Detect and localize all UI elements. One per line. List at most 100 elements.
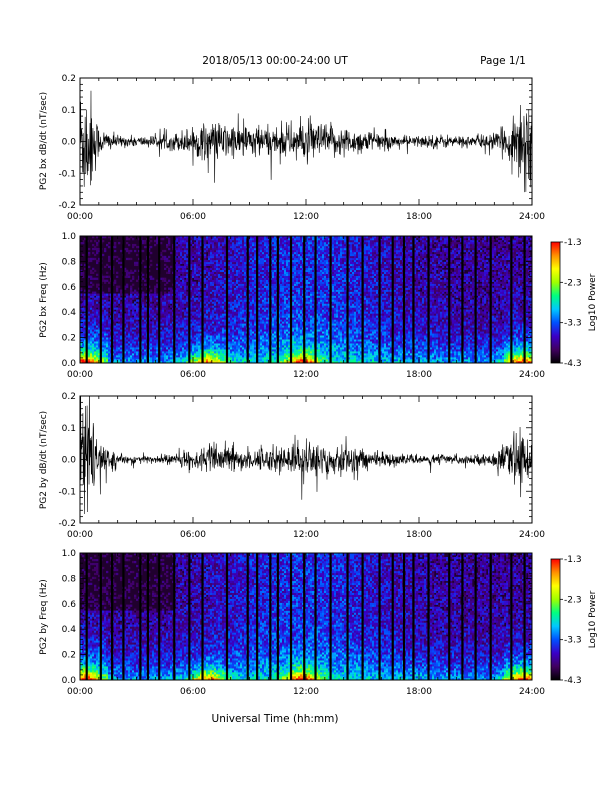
spectrogram-cell: [184, 237, 187, 241]
spectrogram-cell: [162, 317, 165, 320]
spectrogram-cell: [80, 359, 83, 362]
spectrogram-cell: [172, 355, 175, 358]
spectrogram-cell: [200, 279, 203, 282]
spectrogram-cell: [94, 331, 97, 334]
spectrogram-cell: [232, 309, 235, 312]
spectrogram-cell: [228, 323, 231, 326]
spectrogram-cell: [192, 335, 195, 338]
spectrogram-cell: [134, 343, 137, 346]
spectrogram-cell: [106, 349, 109, 352]
spectrogram-cell: [236, 267, 239, 271]
spectrogram-cell: [204, 323, 207, 326]
spectrogram-cell: [244, 335, 247, 338]
spectrogram-cell: [198, 349, 201, 352]
spectrogram-cell: [134, 297, 137, 300]
spectrogram-cell: [84, 325, 87, 328]
spectrogram-cell: [222, 283, 225, 286]
spectrogram-cell: [194, 245, 197, 249]
spectrogram-cell: [104, 341, 107, 344]
spectrogram-cell: [222, 267, 225, 271]
spectrogram-cell: [212, 259, 215, 263]
spectrogram-cell: [168, 241, 171, 245]
spectrogram-cell: [238, 267, 241, 271]
spectrogram-cell: [178, 295, 181, 298]
spectrogram-cell: [120, 249, 123, 253]
spectrogram-cell: [230, 355, 233, 358]
spectrogram-cell: [180, 251, 183, 255]
spectrogram-cell: [218, 347, 221, 350]
spectrogram-cell: [234, 263, 237, 267]
spectrogram-cell: [118, 349, 121, 352]
spectrogram-cell: [220, 307, 223, 310]
spectrogram-cell: [204, 261, 207, 265]
spectrogram-cell: [168, 331, 171, 334]
spectrogram-cell: [236, 243, 239, 247]
spectrogram-cell: [240, 303, 243, 306]
spectrogram-cell: [260, 236, 263, 239]
spectrogram-cell: [190, 353, 193, 356]
spectrogram-cell: [168, 353, 171, 356]
spectrogram-cell: [250, 253, 253, 257]
spectrogram-cell: [260, 307, 263, 310]
spectrogram-cell: [258, 263, 261, 267]
spectrogram-cell: [258, 269, 261, 273]
spectrogram-cell: [136, 317, 139, 320]
spectrogram-cell: [240, 269, 243, 273]
spectrogram-cell: [166, 341, 169, 344]
spectrogram-cell: [236, 335, 239, 338]
spectrogram-cell: [178, 277, 181, 280]
spectrogram-cell: [148, 269, 151, 273]
spectrogram-cell: [242, 283, 245, 286]
spectrogram-cell: [208, 309, 211, 312]
spectrogram-cell: [234, 236, 237, 239]
spectrogram-cell: [260, 285, 263, 288]
spectrogram-cell: [150, 345, 153, 348]
spectrogram-cell: [104, 307, 107, 310]
spectrogram-cell: [126, 273, 129, 276]
spectrogram-cell: [192, 261, 195, 265]
spectrogram-cell: [228, 297, 231, 300]
spectrogram-cell: [206, 285, 209, 288]
spectrogram-cell: [260, 323, 263, 326]
spectrogram-cell: [164, 309, 167, 312]
spectrogram-cell: [218, 341, 221, 344]
spectrogram-cell: [264, 253, 267, 257]
spectrogram-cell: [230, 251, 233, 255]
spectrogram-cell: [166, 357, 169, 360]
spectrogram-cell: [208, 303, 211, 306]
spectrogram-cell: [166, 311, 169, 314]
spectrogram-cell: [222, 361, 225, 363]
spectrogram-cell: [80, 333, 83, 336]
spectrogram-cell: [204, 339, 207, 342]
spectrogram-cell: [180, 355, 183, 358]
spectrogram-cell: [250, 353, 253, 356]
spectrogram-cell: [262, 253, 265, 257]
spectrogram-cell: [264, 337, 267, 340]
spectrogram-cell: [248, 245, 251, 249]
spectrogram-cell: [184, 347, 187, 350]
spectrogram-cell: [218, 335, 221, 338]
spectrogram-cell: [204, 295, 207, 298]
spectrogram-cell: [150, 353, 153, 356]
bx-spectrogram-panel: 00:00 06:00 12:00 18:00 24:001.00.80.60.40.2…: [39, 232, 545, 380]
spectrogram-cell: [262, 289, 265, 292]
spectrogram-cell: [154, 301, 157, 304]
spectrogram-cell: [172, 309, 175, 312]
spectrogram-cell: [176, 353, 179, 356]
spectrogram-cell: [254, 327, 257, 330]
spectrogram-cell: [234, 249, 237, 253]
spectrogram-cell: [198, 281, 201, 284]
spectrogram-cell: [166, 309, 169, 312]
spectrogram-cell: [230, 295, 233, 298]
spectrogram-cell: [250, 289, 253, 292]
spectrogram-cell: [90, 275, 93, 278]
spectrogram-cell: [214, 339, 217, 342]
spectrogram-cell: [238, 317, 241, 320]
spectrogram-cell: [184, 349, 187, 352]
spectrogram-cell: [142, 327, 145, 330]
spectrogram-cell: [178, 239, 181, 243]
spectrogram-cell: [118, 355, 121, 358]
spectrogram-cell: [88, 355, 91, 358]
spectrogram-cell: [144, 361, 147, 363]
spectrogram-cell: [176, 321, 179, 324]
